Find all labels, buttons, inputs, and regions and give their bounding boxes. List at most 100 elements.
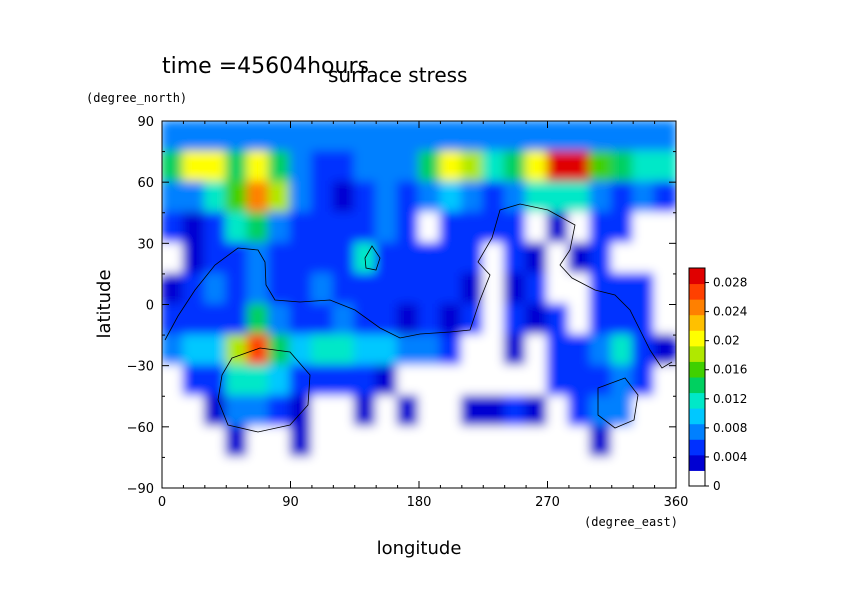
heatmap-cell — [610, 456, 635, 488]
heatmap-cell — [353, 395, 378, 428]
heatmap-cell — [203, 181, 228, 214]
heatmap-cell — [182, 425, 206, 459]
heatmap-cell — [482, 364, 506, 398]
heatmap-cell — [268, 364, 292, 398]
heatmap-cell — [353, 456, 378, 488]
heatmap-cell — [589, 272, 613, 306]
heatmap-cell — [375, 211, 399, 245]
heatmap-cell — [503, 121, 528, 153]
heatmap-cell — [503, 303, 528, 337]
heatmap-cell — [203, 425, 228, 459]
heatmap-cell — [246, 456, 271, 488]
heatmap-cell — [353, 303, 378, 337]
heatmap-cell — [268, 242, 292, 275]
heatmap-cell — [246, 150, 271, 184]
heatmap-cell — [525, 456, 549, 488]
heatmap-cell — [353, 181, 378, 214]
heatmap-cell — [162, 150, 185, 184]
heatmap-cell — [653, 395, 676, 428]
heatmap-cell — [460, 121, 485, 153]
heatmap-cell — [418, 121, 442, 153]
heatmap-cell — [546, 121, 570, 153]
heatmap-cell — [182, 242, 206, 275]
heatmap-cell — [653, 242, 676, 275]
heatmap-cell — [503, 211, 528, 245]
heatmap-cell — [246, 364, 271, 398]
heatmap-cell — [632, 303, 656, 337]
heatmap-cell — [182, 334, 206, 367]
heatmap-cell — [375, 121, 399, 153]
heatmap-cell — [203, 242, 228, 275]
heatmap-cell — [546, 150, 570, 184]
y-axis-label: latitude — [94, 269, 115, 338]
heatmap-cell — [503, 456, 528, 488]
heatmap-cell — [482, 242, 506, 275]
heatmap-cell — [375, 181, 399, 214]
y-tick-label: 60 — [137, 176, 154, 191]
colorbar-swatch — [689, 470, 705, 487]
heatmap-cell — [332, 303, 356, 337]
heatmap-cell — [289, 334, 313, 367]
heatmap-cell — [268, 211, 292, 245]
colorbar-swatch — [689, 408, 705, 425]
x-tick-label: 180 — [407, 495, 432, 510]
chart-title: surface stress — [328, 63, 467, 87]
heatmap-cell — [567, 395, 592, 428]
heatmap-cell — [289, 395, 313, 428]
heatmap-cell — [525, 425, 549, 459]
chart-subtitle: time =45604hours — [162, 54, 369, 79]
heatmap-cell — [310, 121, 335, 153]
heatmap-cell — [439, 303, 463, 337]
heatmap-cell — [418, 303, 442, 337]
heatmap-cell — [246, 181, 271, 214]
heatmap-cell — [418, 364, 442, 398]
heatmap-cell — [396, 242, 420, 275]
heatmap-cell — [589, 150, 613, 184]
heatmap-cell — [525, 334, 549, 367]
heatmap-cell — [353, 334, 378, 367]
antarctic-patch-outline — [597, 377, 639, 429]
heatmap-cell — [225, 242, 249, 275]
heatmap-cell — [246, 425, 271, 459]
heatmap-cell — [589, 395, 613, 428]
x-axis-ticks: 0 90 180 270 360 — [158, 121, 688, 510]
heatmap-cell — [289, 242, 313, 275]
heatmap-cell — [310, 181, 335, 214]
heatmap-cell — [482, 181, 506, 214]
heatmap-cell — [418, 211, 442, 245]
island-outline — [364, 245, 381, 271]
heatmap-cell — [460, 395, 485, 428]
heatmap-cell — [332, 395, 356, 428]
heatmap-cell — [268, 456, 292, 488]
heatmap-cell — [182, 150, 206, 184]
colorbar-swatch — [689, 330, 705, 347]
heatmap-cell — [182, 395, 206, 428]
heatmap-cell — [268, 303, 292, 337]
heatmap-cell — [653, 181, 676, 214]
heatmap-cell — [396, 334, 420, 367]
heatmap-cell — [525, 303, 549, 337]
heatmap-cell — [375, 303, 399, 337]
heatmap-cell — [375, 272, 399, 306]
heatmap-cell — [610, 334, 635, 367]
heatmap-cell — [439, 242, 463, 275]
heatmap-cell — [653, 425, 676, 459]
heatmap-cell — [353, 150, 378, 184]
heatmap-cell — [332, 334, 356, 367]
heatmap-cell — [396, 303, 420, 337]
x-tick-label: 0 — [158, 495, 166, 510]
y-axis-ticks: 90 60 30 0 −30 −60 −90 — [127, 115, 676, 497]
heatmap-cell — [525, 181, 549, 214]
heatmap-cell — [182, 181, 206, 214]
heatmap-cell — [482, 334, 506, 367]
heatmap-cell — [589, 456, 613, 488]
heatmap-cell — [332, 456, 356, 488]
colorbar-swatch — [689, 283, 705, 300]
heatmap-cell — [460, 211, 485, 245]
heatmap-cell — [246, 242, 271, 275]
heatmap-cell — [332, 150, 356, 184]
heatmap-cell — [246, 303, 271, 337]
heatmap-cell — [567, 211, 592, 245]
colorbar-label: 0.028 — [713, 276, 747, 290]
